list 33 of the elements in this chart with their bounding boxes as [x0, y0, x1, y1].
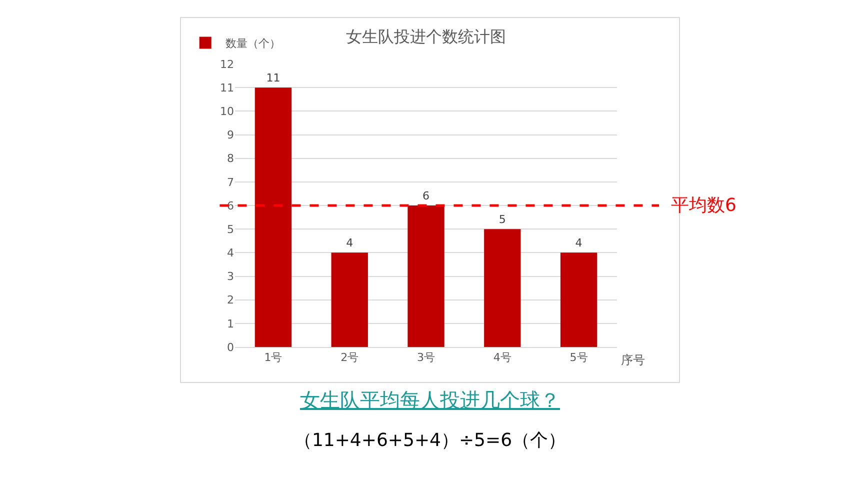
data-label: 4	[346, 236, 354, 250]
x-axis-title: 序号	[621, 353, 645, 367]
bar	[560, 252, 598, 347]
y-tick-label: 2	[227, 294, 234, 307]
x-tick-label: 2号	[340, 351, 359, 364]
y-tick-label: 5	[227, 222, 234, 236]
y-tick-label: 8	[227, 152, 234, 166]
y-tick-label: 3	[227, 270, 234, 284]
text: 女生队平均每人投进几个球？	[300, 388, 560, 412]
data-label: 5	[498, 213, 506, 226]
x-tick-label: 1号	[264, 351, 282, 364]
data-label: 11	[266, 72, 280, 85]
y-tick-label: 9	[227, 128, 234, 142]
y-tick-label: 0	[227, 340, 234, 354]
ref-line-label: 平均数6	[671, 195, 736, 216]
data-label: 6	[422, 190, 430, 202]
y-tick-label: 12	[220, 58, 234, 71]
bar	[484, 229, 521, 347]
x-tick-label: 3号	[417, 351, 435, 364]
bar	[254, 88, 292, 347]
chart-title: 女生队投进个数统计图	[346, 26, 506, 46]
legend-label: 数量（个）	[225, 37, 280, 50]
x-tick-label: 5号	[570, 351, 588, 364]
bar	[331, 252, 368, 347]
text: （11+4+6+5+4）÷5=6（个）	[294, 430, 566, 451]
y-tick-label: 4	[227, 246, 234, 260]
y-tick-label: 10	[220, 105, 234, 118]
y-tick-label: 11	[220, 81, 234, 94]
y-tick-label: 1	[227, 317, 234, 330]
y-tick-label: 7	[227, 176, 234, 189]
data-label: 4	[575, 236, 582, 250]
bar	[408, 206, 444, 347]
x-tick-label: 4号	[493, 351, 512, 364]
